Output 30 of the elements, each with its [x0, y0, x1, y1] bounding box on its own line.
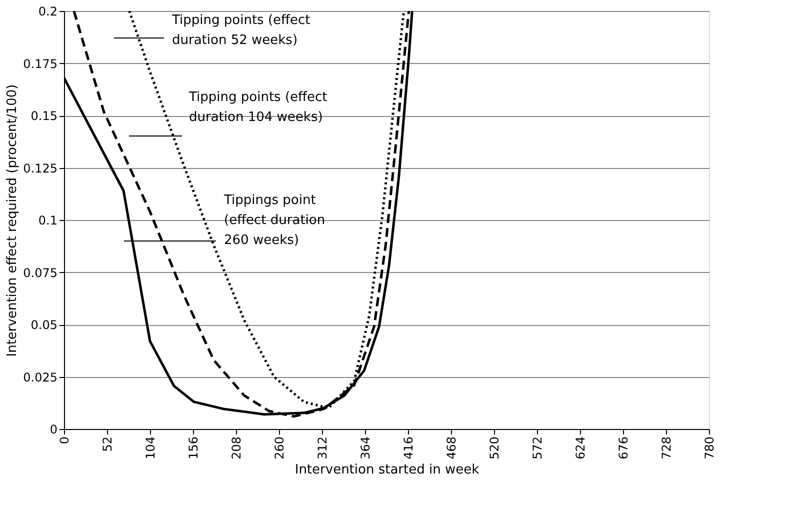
x-tick-label: 260	[272, 436, 286, 460]
x-tick-label: 0	[58, 436, 72, 444]
x-tick-label: 104	[144, 436, 158, 460]
x-tick-label: 468	[444, 436, 458, 460]
y-tick-label: 0.05	[30, 318, 58, 332]
x-tick-label: 520	[488, 436, 502, 460]
x-tick-label: 312	[316, 436, 330, 460]
x-tick-label: 364	[358, 436, 372, 460]
x-tick-label: 156	[186, 436, 200, 460]
annotation: Tipping points (effect duration 52 weeks)	[171, 13, 310, 48]
x-tick-label: 728	[660, 436, 674, 460]
y-tick-label: 0.175	[23, 56, 58, 71]
x-tick-label: 208	[230, 436, 244, 460]
x-axis-title: Intervention started in week	[294, 462, 480, 478]
x-tick-label: 416	[402, 436, 416, 460]
y-tick-label: 0.2	[38, 4, 58, 18]
x-tick-label: 780	[702, 436, 716, 460]
y-axis-title: Intervention effect required (procent/100)	[5, 84, 20, 357]
y-tick-label: 0.1	[38, 214, 58, 228]
x-tick-label: 572	[530, 436, 544, 460]
y-tick-label: 0	[50, 422, 58, 436]
x-tick-label: 676	[616, 436, 630, 460]
y-tick-label: 0.075	[23, 266, 58, 280]
y-tick-label: 0.15	[30, 109, 58, 123]
x-tick-label: 624	[574, 436, 588, 460]
y-tick-label: 0.125	[23, 161, 58, 176]
annotation: Tippings point (effect duration 260 weeks)	[223, 193, 326, 248]
x-tick-label: 52	[100, 436, 114, 452]
annotation: Tipping points (effect duration 104 weeks)	[188, 90, 328, 125]
y-tick-label: 0.025	[23, 370, 58, 384]
